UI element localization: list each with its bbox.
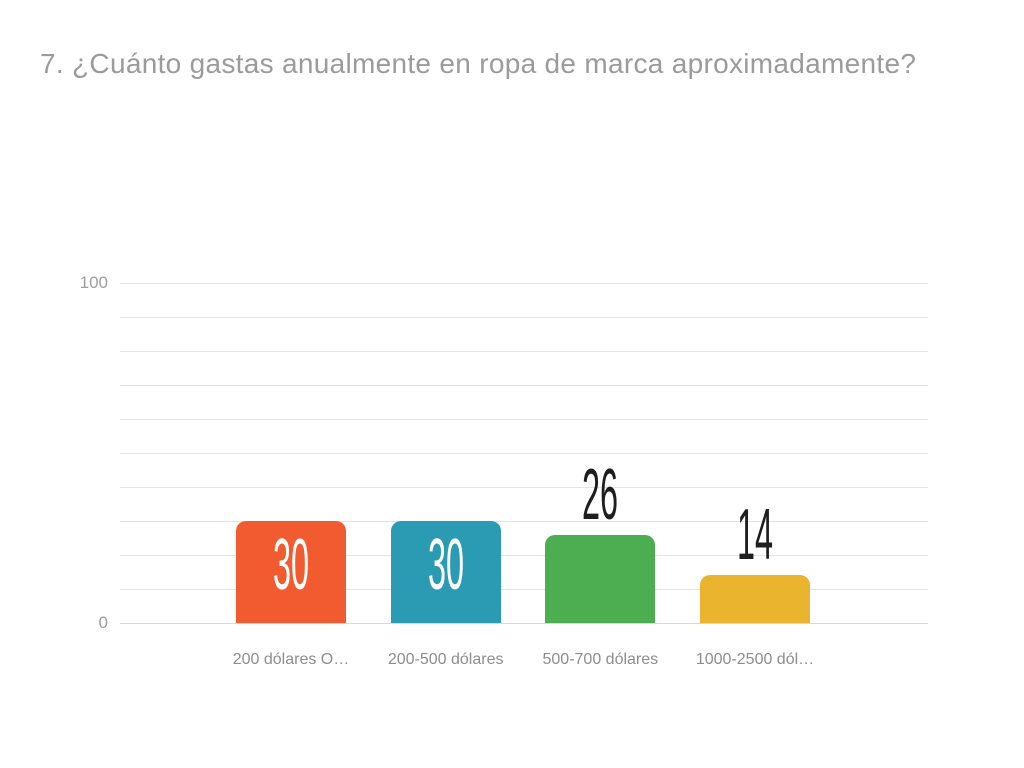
gridline: [120, 555, 928, 556]
x-axis-category-label: 200 dólares O…: [232, 651, 350, 668]
x-axis-category-label: 1000-2500 dól…: [695, 651, 815, 668]
gridline: [120, 521, 928, 522]
x-axis-category-label: 200-500 dólares: [387, 651, 504, 668]
y-axis-tick-max: 100: [79, 273, 108, 292]
bar-value-label: 26: [582, 454, 619, 535]
gridline: [120, 453, 928, 454]
x-axis-category-label: 500-700 dólares: [542, 651, 659, 668]
bar-value-label: 30: [272, 525, 310, 605]
gridline: [120, 317, 928, 318]
bar-500-700 dólares: [545, 534, 656, 623]
bar-value-label: 30: [427, 525, 464, 605]
gridline: [120, 487, 928, 488]
question-title: 7. ¿Cuánto gastas anualmente en ropa de …: [40, 48, 917, 79]
gridline: [120, 419, 928, 420]
bar-200-500 dólares: [390, 521, 501, 623]
bar-value-label: 14: [736, 495, 774, 576]
gridline: [120, 385, 928, 386]
y-axis-tick-min: 0: [98, 613, 108, 632]
bar-200 dólares O…: [236, 521, 346, 623]
x-axis-line: [120, 623, 928, 624]
gridline: [120, 589, 928, 590]
bar-1000-2500 dól…: [700, 575, 810, 623]
gridline: [120, 283, 928, 284]
gridline: [120, 351, 928, 352]
